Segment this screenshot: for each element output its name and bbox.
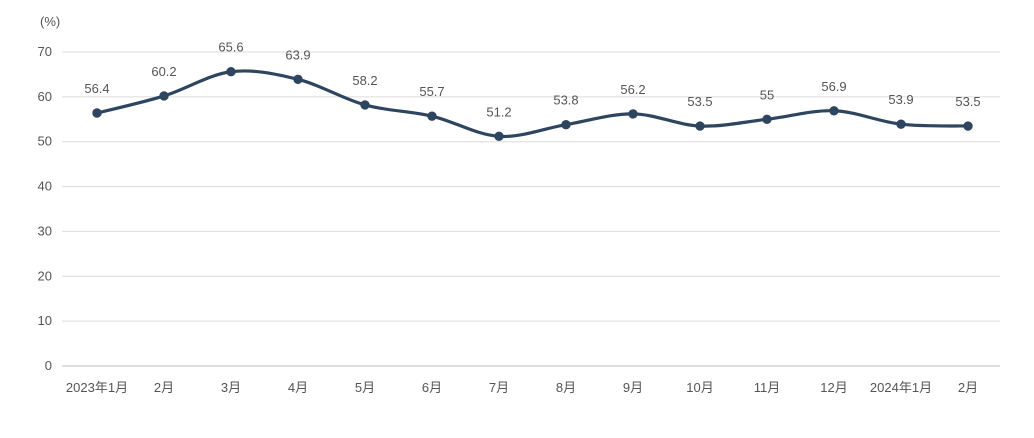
data-point bbox=[427, 111, 437, 121]
data-label: 53.9 bbox=[888, 92, 913, 107]
data-label: 58.2 bbox=[352, 73, 377, 88]
x-tick-label: 8月 bbox=[556, 380, 576, 395]
data-label: 60.2 bbox=[151, 64, 176, 79]
x-tick-label: 6月 bbox=[422, 380, 442, 395]
data-label: 53.5 bbox=[687, 94, 712, 109]
x-tick-label: 2023年1月 bbox=[66, 380, 128, 395]
x-tick-label: 12月 bbox=[820, 380, 847, 395]
data-label: 51.2 bbox=[486, 104, 511, 119]
y-tick-label: 40 bbox=[38, 179, 52, 194]
data-label: 53.8 bbox=[553, 93, 578, 108]
data-label: 53.5 bbox=[955, 94, 980, 109]
data-label: 56.9 bbox=[821, 79, 846, 94]
x-tick-label: 10月 bbox=[686, 380, 713, 395]
x-tick-label: 9月 bbox=[623, 380, 643, 395]
data-point bbox=[628, 109, 638, 119]
y-tick-label: 50 bbox=[38, 134, 52, 149]
data-point bbox=[963, 121, 973, 131]
x-tick-label: 2月 bbox=[958, 380, 978, 395]
y-unit-label: (%) bbox=[40, 14, 60, 29]
data-point bbox=[293, 74, 303, 85]
data-point bbox=[159, 91, 169, 101]
data-label: 65.6 bbox=[218, 40, 243, 55]
data-label: 63.9 bbox=[285, 47, 310, 62]
y-tick-label: 30 bbox=[38, 223, 52, 238]
series-group: 56.4 60.2 65.6 63.9 58.2 55.7 51.2 53.8 56.2 53.5… bbox=[84, 40, 981, 142]
y-tick-label: 10 bbox=[38, 313, 52, 328]
x-tick-label: 5月 bbox=[355, 380, 375, 395]
x-tick-label: 3月 bbox=[221, 380, 241, 395]
y-tick-label: 60 bbox=[38, 89, 52, 104]
data-point bbox=[494, 131, 504, 142]
y-axis-ticks: 0 10 20 30 40 50 60 70 bbox=[38, 44, 52, 373]
series-line bbox=[95, 69, 970, 139]
data-label: 56.4 bbox=[84, 81, 109, 96]
data-point bbox=[896, 119, 906, 129]
data-label: 55 bbox=[760, 87, 774, 102]
data-point bbox=[561, 119, 571, 130]
gridlines bbox=[62, 51, 1000, 367]
x-tick-label: 2月 bbox=[154, 380, 174, 395]
data-point bbox=[829, 106, 839, 116]
data-point bbox=[695, 121, 705, 131]
y-tick-label: 0 bbox=[45, 358, 52, 373]
data-point bbox=[92, 108, 102, 118]
y-tick-label: 70 bbox=[38, 44, 52, 59]
x-tick-label: 4月 bbox=[288, 380, 308, 395]
y-tick-label: 20 bbox=[38, 268, 52, 283]
x-axis-ticks: 2023年1月 2月 3月 4月 5月 6月 7月 8月 9月 10月 11月 12月 2024年1月 2… bbox=[66, 380, 978, 395]
data-label: 56.2 bbox=[620, 82, 645, 97]
data-point bbox=[762, 114, 772, 124]
x-tick-label: 2024年1月 bbox=[870, 380, 932, 395]
data-point bbox=[360, 100, 370, 110]
x-tick-label: 11月 bbox=[754, 380, 781, 395]
x-tick-label: 7月 bbox=[489, 380, 509, 395]
data-label: 55.7 bbox=[419, 84, 444, 99]
data-point bbox=[226, 67, 236, 77]
